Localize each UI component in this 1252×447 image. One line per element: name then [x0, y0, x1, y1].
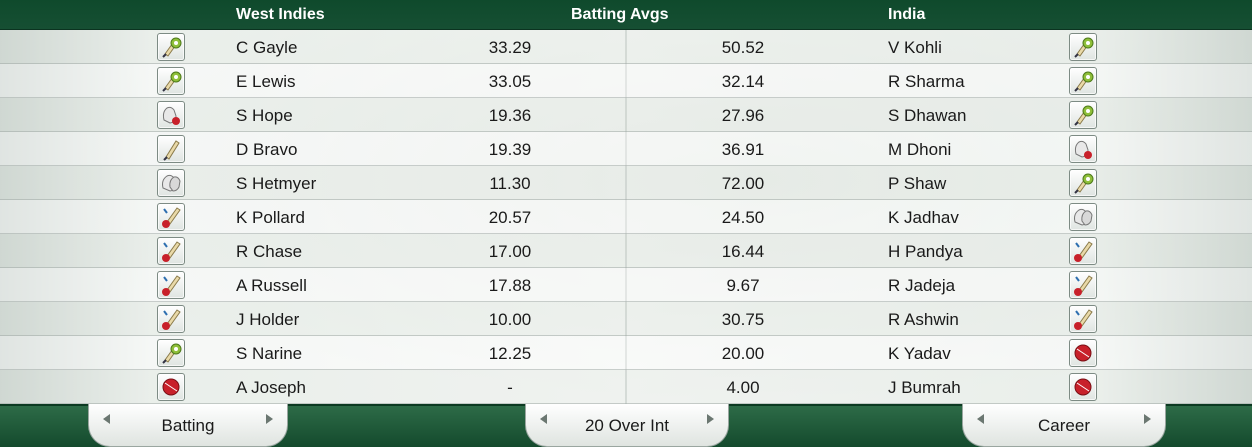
table-row[interactable]: S Narine 12.25 20.00 K Yadav — [0, 336, 1252, 370]
left-batting-average: 10.00 — [488, 310, 532, 329]
table-row[interactable]: R Chase 17.00 16.44 H Pandya — [0, 234, 1252, 268]
allrounder-icon — [1069, 271, 1097, 299]
ball-icon — [157, 373, 185, 401]
period-selector[interactable]: Career — [962, 404, 1166, 447]
left-team-name: West Indies — [236, 6, 325, 23]
stat-type-selector[interactable]: Batting — [88, 404, 288, 447]
right-player-name[interactable]: K Yadav — [888, 344, 951, 363]
gloves-icon — [157, 169, 185, 197]
left-player-name[interactable]: C Gayle — [236, 38, 298, 57]
allrounder-icon — [157, 305, 185, 333]
previous-arrow-icon[interactable] — [977, 414, 984, 424]
table-row[interactable]: A Russell 17.88 9.67 R Jadeja — [0, 268, 1252, 302]
bat-ball-icon — [1069, 169, 1097, 197]
left-batting-average: 11.30 — [489, 174, 531, 193]
table-row[interactable]: K Pollard 20.57 24.50 K Jadhav — [0, 200, 1252, 234]
left-batting-average: 12.25 — [488, 344, 532, 363]
stat-type-label: Batting — [161, 416, 215, 435]
next-arrow-icon[interactable] — [1144, 414, 1151, 424]
bat-ball-icon — [1069, 33, 1097, 61]
allrounder-icon — [1069, 237, 1097, 265]
keeper-gloves-icon — [157, 101, 185, 129]
period-label: Career — [1038, 416, 1090, 435]
header-bar: West Indies Batting Avgs India — [0, 0, 1252, 30]
table-row[interactable]: S Hope 19.36 27.96 S Dhawan — [0, 98, 1252, 132]
left-player-name[interactable]: J Holder — [236, 310, 300, 329]
left-batting-average: 17.00 — [488, 242, 532, 261]
left-batting-average: 17.88 — [488, 276, 532, 295]
bat-ball-icon — [1069, 67, 1097, 95]
left-player-name[interactable]: S Narine — [236, 344, 303, 363]
right-player-name[interactable]: M Dhoni — [888, 140, 952, 159]
left-batting-average: 33.05 — [488, 72, 532, 91]
bat-ball-icon — [157, 33, 185, 61]
format-selector[interactable]: 20 Over Int — [525, 404, 729, 447]
right-batting-average: 4.00 — [726, 378, 760, 397]
table-row[interactable]: A Joseph - 4.00 J Bumrah — [0, 370, 1252, 404]
comparison-table: C Gayle 33.29 50.52 V Kohli E Lewis 33.05 32.1… — [0, 30, 1252, 404]
previous-arrow-icon[interactable] — [540, 414, 547, 424]
right-player-name[interactable]: K Jadhav — [888, 208, 959, 227]
left-player-name[interactable]: S Hetmyer — [236, 174, 317, 193]
table-title: Batting Avgs — [571, 6, 669, 23]
allrounder-icon — [157, 237, 185, 265]
right-player-name[interactable]: S Dhawan — [888, 106, 967, 125]
left-player-name[interactable]: R Chase — [236, 242, 303, 261]
right-batting-average: 9.67 — [726, 276, 760, 295]
keeper-gloves-icon — [1069, 135, 1097, 163]
left-player-name[interactable]: K Pollard — [236, 208, 305, 227]
right-player-name[interactable]: R Ashwin — [888, 310, 959, 329]
left-batting-average: 19.39 — [488, 140, 532, 159]
left-player-name[interactable]: E Lewis — [236, 72, 296, 91]
right-batting-average: 72.00 — [721, 174, 765, 193]
gloves-icon — [1069, 203, 1097, 231]
left-batting-average: 19.36 — [488, 106, 532, 125]
bat-ball-icon — [157, 67, 185, 95]
right-player-name[interactable]: R Jadeja — [888, 276, 956, 295]
left-player-name[interactable]: A Joseph — [236, 378, 306, 397]
right-player-name[interactable]: R Sharma — [888, 72, 965, 91]
left-batting-average: 33.29 — [488, 38, 532, 57]
table-row[interactable]: S Hetmyer 11.30 72.00 P Shaw — [0, 166, 1252, 200]
right-player-name[interactable]: J Bumrah — [888, 378, 961, 397]
format-label: 20 Over Int — [584, 416, 670, 435]
bat-icon — [157, 135, 185, 163]
right-player-name[interactable]: V Kohli — [888, 38, 942, 57]
left-batting-average: - — [507, 378, 513, 397]
left-batting-average: 20.57 — [488, 208, 532, 227]
right-batting-average: 50.52 — [721, 38, 765, 57]
bat-ball-icon — [1069, 101, 1097, 129]
allrounder-icon — [157, 271, 185, 299]
allrounder-icon — [157, 203, 185, 231]
right-batting-average: 36.91 — [721, 140, 765, 159]
right-batting-average: 20.00 — [721, 344, 765, 363]
right-batting-average: 30.75 — [721, 310, 765, 329]
right-batting-average: 32.14 — [721, 72, 765, 91]
ball-icon — [1069, 339, 1097, 367]
table-row[interactable]: E Lewis 33.05 32.14 R Sharma — [0, 64, 1252, 98]
table-row[interactable]: C Gayle 33.29 50.52 V Kohli — [0, 30, 1252, 64]
right-team-name: India — [888, 6, 926, 23]
left-player-name[interactable]: S Hope — [236, 106, 293, 125]
left-player-name[interactable]: D Bravo — [236, 140, 298, 159]
left-player-name[interactable]: A Russell — [236, 276, 307, 295]
previous-arrow-icon[interactable] — [103, 414, 110, 424]
allrounder-icon — [1069, 305, 1097, 333]
right-player-name[interactable]: P Shaw — [888, 174, 947, 193]
next-arrow-icon[interactable] — [707, 414, 714, 424]
next-arrow-icon[interactable] — [266, 414, 273, 424]
right-batting-average: 24.50 — [721, 208, 765, 227]
table-row[interactable]: J Holder 10.00 30.75 R Ashwin — [0, 302, 1252, 336]
right-batting-average: 16.44 — [721, 242, 765, 261]
table-row[interactable]: D Bravo 19.39 36.91 M Dhoni — [0, 132, 1252, 166]
ball-icon — [1069, 373, 1097, 401]
right-batting-average: 27.96 — [721, 106, 765, 125]
right-player-name[interactable]: H Pandya — [888, 242, 963, 261]
bat-ball-icon — [157, 339, 185, 367]
